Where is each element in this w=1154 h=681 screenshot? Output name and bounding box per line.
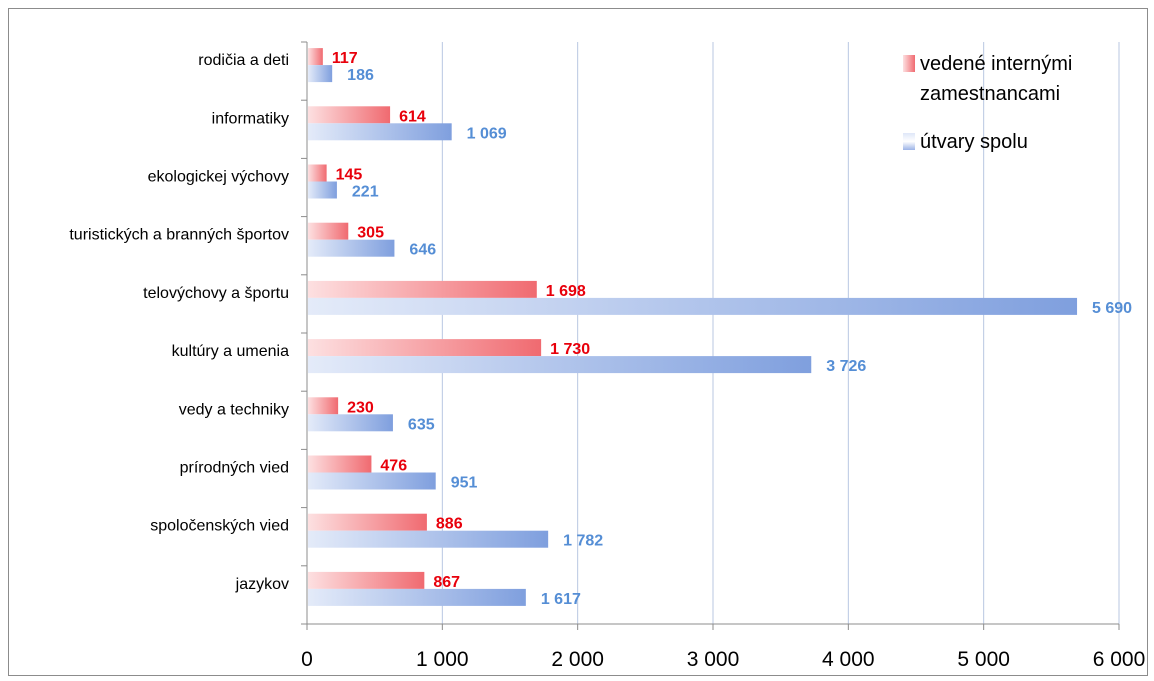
bar-total [308, 472, 436, 490]
data-label-internal: 145 [336, 167, 363, 184]
legend-label: zamestnancami [920, 83, 1060, 105]
data-label-internal: 305 [357, 225, 384, 242]
x-tick-labels: 0 1 000 2 000 3 000 4 000 5 000 6 000 [301, 648, 1145, 671]
bar-total [308, 297, 1078, 315]
category-label: kultúry a umenia [172, 343, 289, 360]
x-tick-label: 0 [301, 648, 313, 671]
category-label: spoločenských vied [150, 518, 289, 535]
data-label-total: 186 [347, 67, 374, 84]
data-label-internal: 1 730 [550, 341, 590, 358]
x-tick-label: 2 000 [551, 648, 604, 671]
category-label: informatiky [212, 110, 289, 127]
legend: vedené internými zamestnancami útvary spol… [903, 53, 1072, 153]
data-label-total: 635 [408, 416, 435, 433]
data-label-total: 646 [409, 242, 436, 259]
bar-total [308, 356, 812, 374]
category-labels: rodičia a deti informatiky ekologickej výc… [69, 52, 289, 593]
data-label-total: 5 690 [1092, 300, 1132, 317]
data-label-total: 1 069 [467, 125, 507, 142]
bar-total [308, 181, 337, 199]
data-label-total: 221 [352, 184, 379, 201]
x-tick-label: 1 000 [416, 648, 469, 671]
bar-total [308, 123, 452, 141]
bar-total [308, 530, 549, 548]
data-label-internal: 614 [399, 108, 426, 125]
bar-internal [308, 222, 349, 240]
legend-marker-total [903, 133, 915, 150]
legend-label: vedené internými [920, 53, 1072, 75]
category-label: vedy a techniky [179, 401, 289, 418]
axes [301, 41, 1120, 630]
bar-internal [308, 397, 339, 415]
category-label: ekologickej výchovy [148, 169, 289, 186]
bar-total [308, 239, 395, 257]
data-label-internal: 1 698 [546, 283, 586, 300]
bar-internal [308, 571, 425, 589]
data-label-internal: 117 [332, 50, 358, 67]
category-label: turistických a branných športov [69, 227, 289, 244]
data-label-total: 951 [451, 475, 478, 492]
bar-internal [308, 48, 323, 66]
bar-internal [308, 106, 391, 124]
data-label-total: 1 617 [541, 591, 581, 608]
legend-label: útvary spolu [920, 131, 1028, 153]
data-label-internal: 476 [380, 458, 407, 475]
bar-internal [308, 513, 427, 531]
x-tick-label: 6 000 [1093, 648, 1146, 671]
bar-internal [308, 455, 372, 473]
x-tick-label: 4 000 [822, 648, 875, 671]
bar-total [308, 414, 393, 432]
bar-internal [308, 280, 537, 298]
legend-marker-internal [903, 55, 915, 72]
x-tick-label: 3 000 [687, 648, 740, 671]
category-label: telovýchovy a športu [143, 285, 289, 302]
bars [308, 48, 1078, 606]
data-label-total: 1 782 [563, 533, 603, 550]
category-label: prírodných vied [180, 460, 289, 477]
data-label-internal: 230 [347, 399, 374, 416]
category-label: jazykov [235, 576, 289, 593]
bar-total [308, 588, 526, 606]
category-label: rodičia a deti [198, 52, 289, 69]
x-tick-label: 5 000 [957, 648, 1010, 671]
bar-internal [308, 339, 542, 357]
data-label-internal: 867 [433, 574, 460, 591]
data-label-total: 3 726 [826, 358, 866, 375]
bar-internal [308, 164, 327, 182]
bar-total [308, 65, 333, 83]
data-label-internal: 886 [436, 516, 463, 533]
